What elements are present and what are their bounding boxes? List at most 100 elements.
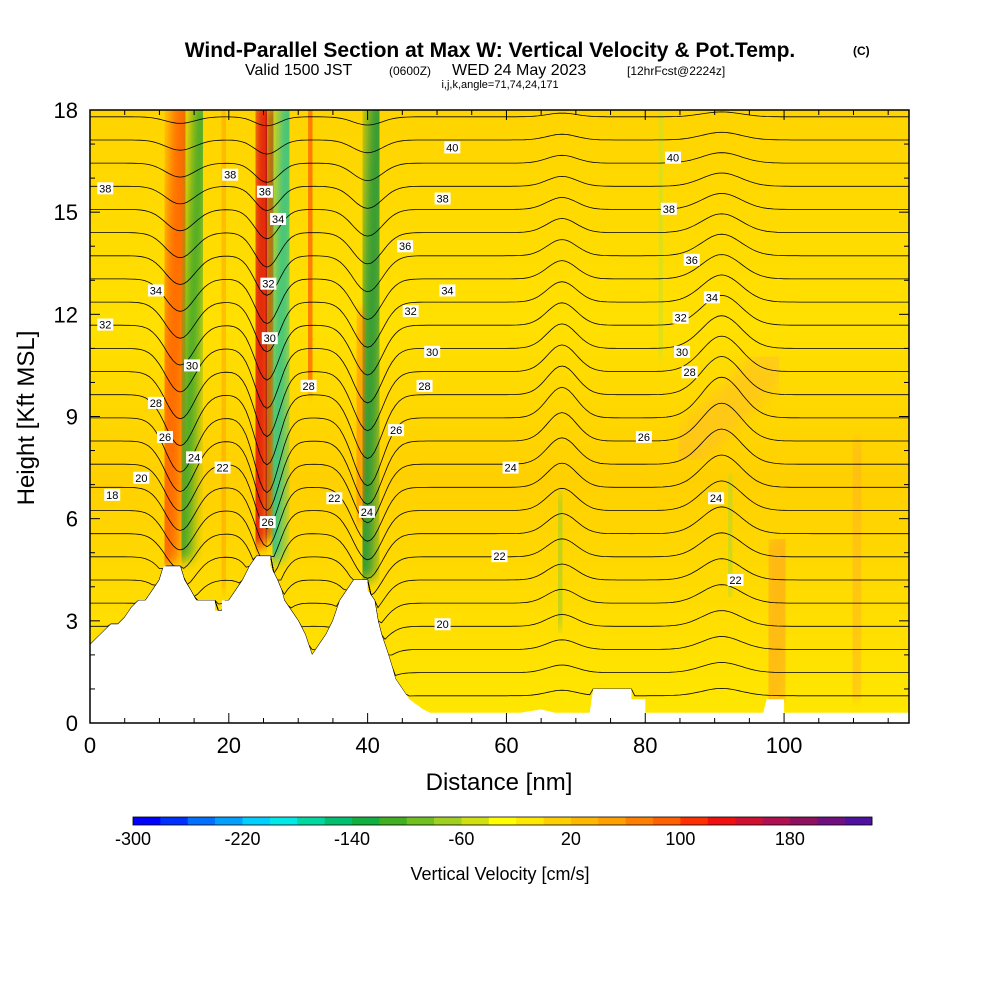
colorbar-swatch [488, 817, 517, 825]
colorbar-swatch [707, 817, 736, 825]
updraft-core-5 [352, 309, 370, 524]
contour-label: 26 [262, 517, 274, 529]
contour-label-box [727, 573, 744, 586]
contour-label: 26 [638, 432, 650, 444]
contour-label: 24 [188, 452, 200, 464]
weak-downdraft-1 [549, 492, 571, 630]
contour-label-box [439, 284, 456, 297]
x-axis-label: Distance [nm] [426, 769, 573, 796]
contour-label: 24 [361, 507, 373, 519]
x-tick-label: 80 [633, 733, 657, 758]
isentrope-line [90, 315, 909, 409]
isentrope-line [90, 274, 909, 353]
colorbar-tick-label: -220 [224, 829, 260, 849]
colorbar-swatch [379, 817, 408, 825]
contour-label: 30 [186, 360, 198, 372]
contour-label-box [147, 396, 164, 409]
contour-label-box [708, 492, 725, 505]
contour-label-box [133, 471, 150, 484]
contour-label-box [300, 379, 317, 392]
colorbar-swatch [351, 817, 380, 825]
colorbar-swatch [625, 817, 654, 825]
contour-label-box [104, 488, 121, 501]
colorbar-tick-label: -300 [115, 829, 151, 849]
terrain-mask [90, 556, 909, 723]
contour-label-box [424, 345, 441, 358]
contour-label-box [444, 141, 461, 154]
contour-labels: 18 20 26 28 30 32 34 38 38 24 22 26 30 32 34 36 28 22 24 26… [97, 141, 744, 631]
contour-label: 32 [99, 320, 111, 332]
contour-label: 38 [436, 194, 448, 206]
y-tick-label: 6 [66, 507, 78, 532]
contour-label: 28 [150, 398, 162, 410]
colorbar-tick-label: -60 [448, 829, 474, 849]
velocity-field-bands [153, 110, 873, 709]
weak-updraft-3 [666, 345, 791, 471]
contour-label: 28 [684, 367, 696, 379]
contour-label-box [674, 345, 691, 358]
contour-label-box [416, 379, 433, 392]
contour-label: 38 [224, 170, 236, 182]
isentrope-line [90, 356, 909, 466]
colorbar-swatch [242, 817, 271, 825]
colorbar-frame [132, 816, 873, 826]
isentrope-line [90, 233, 909, 296]
colorbar-swatch [789, 817, 818, 825]
contour-label: 20 [135, 473, 147, 485]
contour-label: 34 [272, 214, 284, 226]
contour-label: 26 [390, 425, 402, 437]
contour-label-box [672, 311, 689, 324]
contour-label-box [222, 168, 239, 181]
contour-label-box [259, 516, 276, 529]
colorbar-swatch [406, 817, 435, 825]
contour-label: 28 [418, 381, 430, 393]
plot-area: 18 20 26 28 30 32 34 38 38 24 22 26 30 32 34 36 28 22 24 26… [90, 110, 909, 723]
colorbar-swatch [543, 817, 572, 825]
colorbar-swatch [133, 817, 161, 825]
contour-label-box [660, 202, 677, 215]
contour-label: 22 [729, 575, 741, 587]
colorbar-tick-label: -140 [334, 829, 370, 849]
contour-label: 36 [399, 241, 411, 253]
contour-label-box [260, 277, 277, 290]
contour-label-box [256, 185, 273, 198]
contour-label: 24 [710, 493, 722, 505]
contour-label: 26 [159, 432, 171, 444]
contour-label: 38 [99, 183, 111, 195]
colorbar-swatch [735, 817, 763, 825]
contour-label-box [683, 253, 700, 266]
downdraft-core-4 [353, 110, 390, 581]
isentrope-line [90, 213, 909, 268]
isentrope-line [90, 111, 909, 127]
contour-label-box [97, 182, 114, 195]
valid-date: WED 24 May 2023 [452, 62, 586, 79]
x-tick-label: 100 [766, 733, 803, 758]
contour-label: 30 [264, 333, 276, 345]
contour-label: 38 [663, 204, 675, 216]
colorbar-swatch [187, 817, 216, 825]
updraft-core-3 [245, 110, 277, 547]
title-block: Wind-Parallel Section at Max W: Vertical… [185, 39, 870, 91]
contour-label: 22 [493, 551, 505, 563]
contour-label: 34 [150, 285, 162, 297]
contour-label: 34 [706, 292, 718, 304]
isentrope-line [90, 376, 909, 494]
colorbar-swatch [653, 817, 681, 825]
valid-time-utc: (0600Z) [389, 64, 431, 78]
colorbar-swatch [434, 817, 462, 825]
contour-label: 36 [259, 187, 271, 199]
contour-label: 40 [446, 142, 458, 154]
contour-label-box [97, 318, 114, 331]
contour-label-box [397, 240, 414, 253]
y-axis-label: Height [Kft MSL] [13, 331, 40, 506]
x-tick-label: 20 [217, 733, 241, 758]
colorbar-swatch [598, 817, 626, 825]
y-tick-label: 9 [66, 405, 78, 430]
contour-label: 32 [675, 313, 687, 325]
colorbar-swatch [817, 817, 845, 825]
updraft-core-4 [299, 110, 322, 392]
downdraft-core-1 [175, 110, 210, 561]
contour-label: 22 [216, 463, 228, 475]
contour-label-box [270, 212, 287, 225]
